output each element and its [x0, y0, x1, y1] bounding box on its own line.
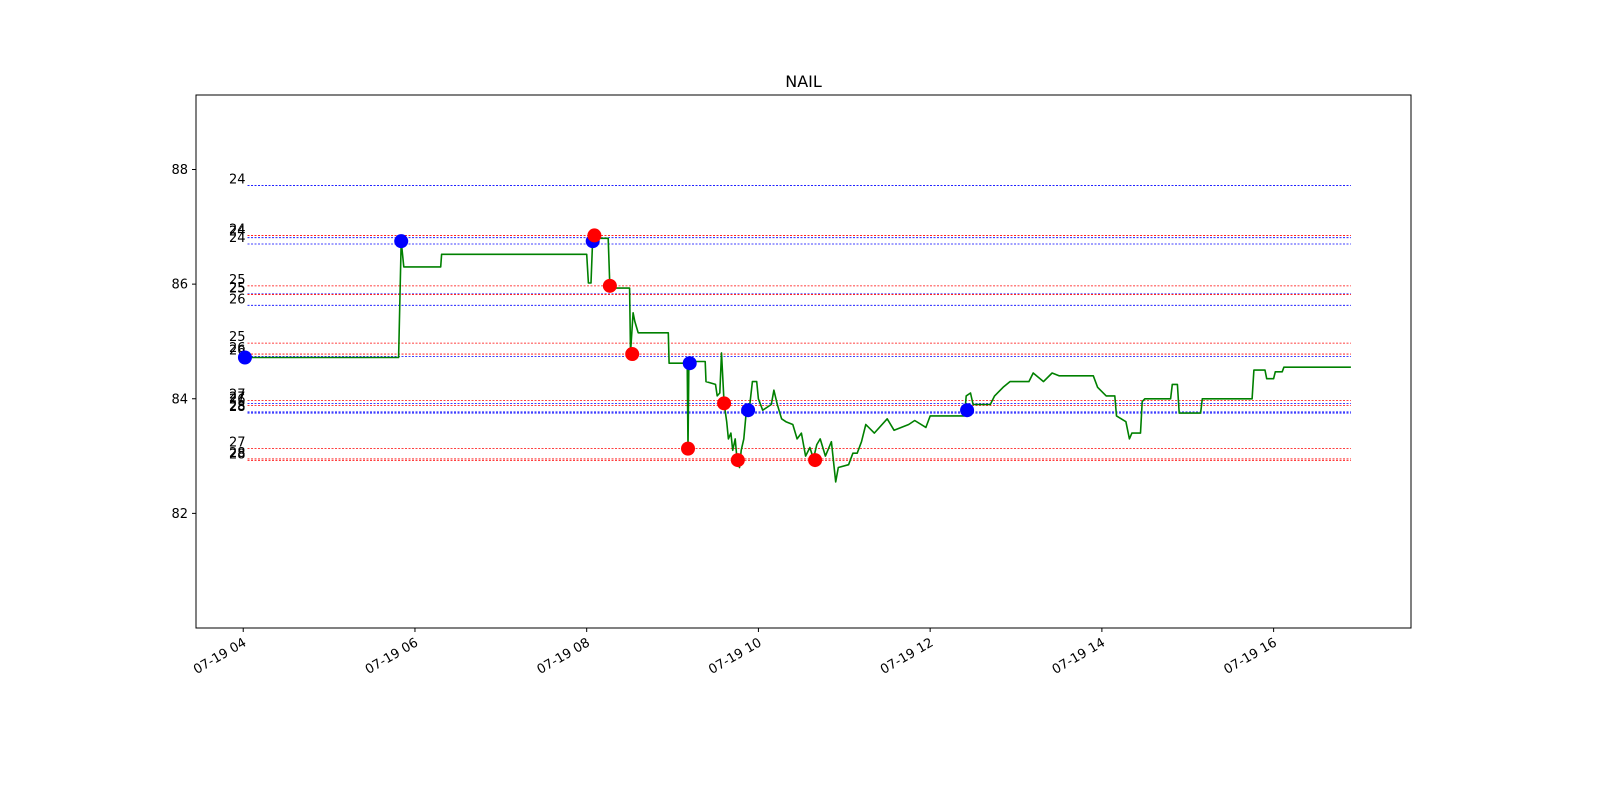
- buy-marker: [237, 350, 252, 365]
- trade-markers: [237, 228, 975, 468]
- y-tick-label: 82: [171, 507, 188, 522]
- level-label: 26: [229, 292, 246, 307]
- level-label: 28: [229, 446, 246, 461]
- buy-marker: [741, 403, 756, 418]
- level-lines: [247, 185, 1351, 462]
- buy-marker: [394, 234, 409, 249]
- sell-marker: [625, 347, 640, 362]
- y-tick-label: 84: [171, 392, 188, 407]
- level-label: 28: [229, 448, 246, 463]
- buy-marker: [960, 403, 975, 418]
- sell-marker: [717, 396, 732, 411]
- sell-marker: [602, 278, 617, 293]
- level-label: 25: [229, 273, 246, 288]
- price-series: [243, 237, 1351, 483]
- y-axis: 82 84 86 88: [171, 163, 196, 522]
- y-tick-label: 88: [171, 163, 188, 178]
- level-label: 25: [229, 281, 246, 296]
- level-label: 26: [229, 393, 246, 408]
- sell-marker: [587, 228, 602, 243]
- y-tick-label: 86: [171, 278, 188, 293]
- level-label: 28: [229, 399, 246, 414]
- level-label: 27: [229, 436, 246, 451]
- price-line: [243, 237, 1351, 483]
- level-label: 27: [229, 387, 246, 402]
- level-label: 24: [229, 222, 246, 237]
- level-label: 24: [229, 173, 246, 188]
- chart-title: NAIL: [785, 72, 822, 91]
- level-label: 25: [229, 281, 246, 296]
- buy-marker: [682, 356, 697, 371]
- sell-marker: [730, 453, 745, 468]
- plot-frame: [195, 94, 1412, 629]
- sell-marker: [681, 441, 696, 456]
- level-label: 28: [229, 400, 246, 415]
- level-label: 27: [229, 390, 246, 405]
- level-label: 25: [229, 330, 246, 345]
- level-label: 24: [229, 225, 246, 240]
- level-label: 24: [229, 231, 246, 246]
- sell-marker: [808, 453, 823, 468]
